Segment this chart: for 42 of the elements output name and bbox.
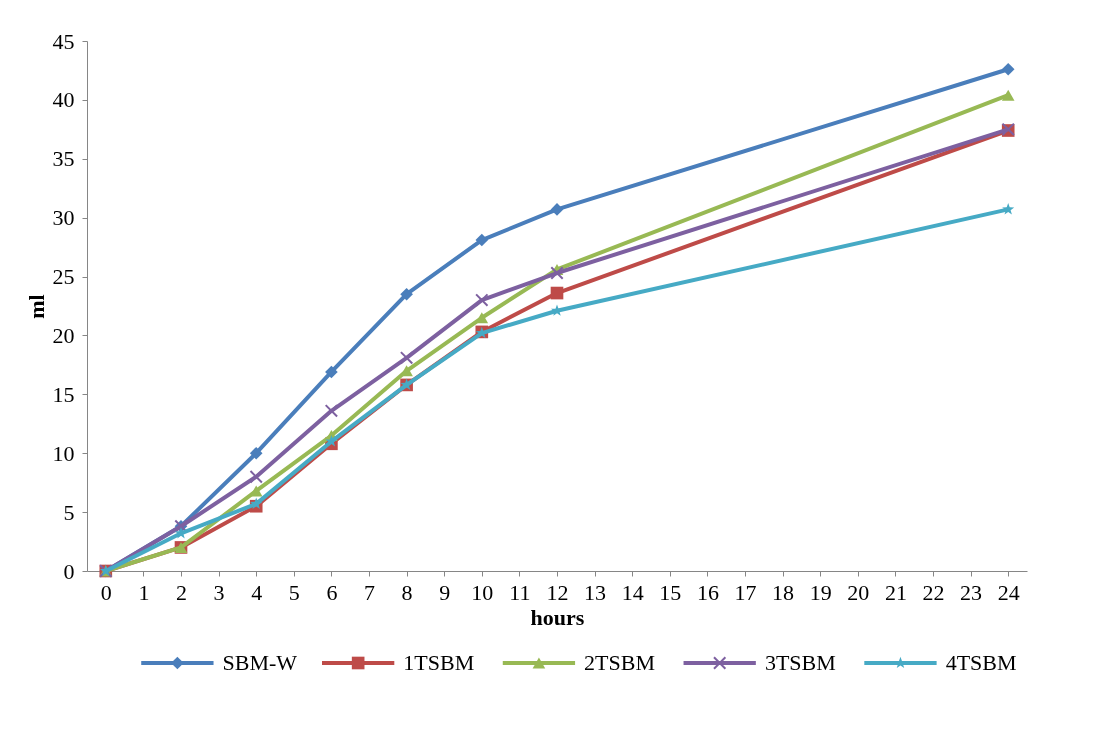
- y-tick-label: 30: [52, 205, 75, 231]
- y-tick-label: 45: [52, 28, 75, 54]
- x-tick-label: 15: [659, 579, 682, 605]
- y-tick-label: 10: [52, 440, 75, 466]
- x-tick-label: 5: [288, 579, 300, 605]
- legend-label: SBM-W: [222, 650, 298, 675]
- x-tick-label: 1: [138, 579, 150, 605]
- y-tick-label: 0: [63, 558, 75, 584]
- x-tick-label: 21: [884, 579, 907, 605]
- x-tick-label: 22: [922, 579, 945, 605]
- x-tick-label: 6: [326, 579, 338, 605]
- x-tick-label: 23: [960, 579, 983, 605]
- y-tick-label: 20: [52, 322, 75, 348]
- legend-label: 3TSBM: [764, 650, 836, 675]
- x-tick-label: 4: [251, 579, 263, 605]
- y-tick-label: 35: [52, 146, 75, 172]
- x-axis-title: hours: [530, 604, 585, 630]
- x-tick-label: 14: [621, 579, 644, 605]
- x-tick-label: 18: [772, 579, 795, 605]
- x-tick-label: 9: [439, 579, 451, 605]
- x-tick-label: 0: [100, 579, 112, 605]
- x-tick-label: 13: [584, 579, 607, 605]
- x-tick-label: 24: [997, 579, 1020, 605]
- legend-label: 4TSBM: [945, 650, 1017, 675]
- x-tick-label: 17: [734, 579, 757, 605]
- x-tick-label: 20: [847, 579, 870, 605]
- x-tick-label: 8: [401, 579, 413, 605]
- y-tick-label: 25: [52, 264, 75, 290]
- legend-label: 1TSBM: [403, 650, 475, 675]
- x-tick-label: 2: [176, 579, 187, 605]
- y-tick-label: 5: [63, 499, 75, 525]
- x-tick-label: 10: [471, 579, 494, 605]
- x-tick-label: 3: [213, 579, 225, 605]
- legend-label: 2TSBM: [584, 650, 656, 675]
- y-tick-label: 40: [52, 87, 75, 113]
- y-axis-title: ml: [23, 294, 49, 319]
- x-tick-label: 11: [509, 579, 531, 605]
- x-tick-label: 7: [364, 579, 375, 605]
- x-tick-label: 12: [546, 579, 569, 605]
- y-tick-label: 15: [52, 381, 75, 407]
- x-tick-label: 19: [809, 579, 832, 605]
- x-tick-label: 16: [696, 579, 719, 605]
